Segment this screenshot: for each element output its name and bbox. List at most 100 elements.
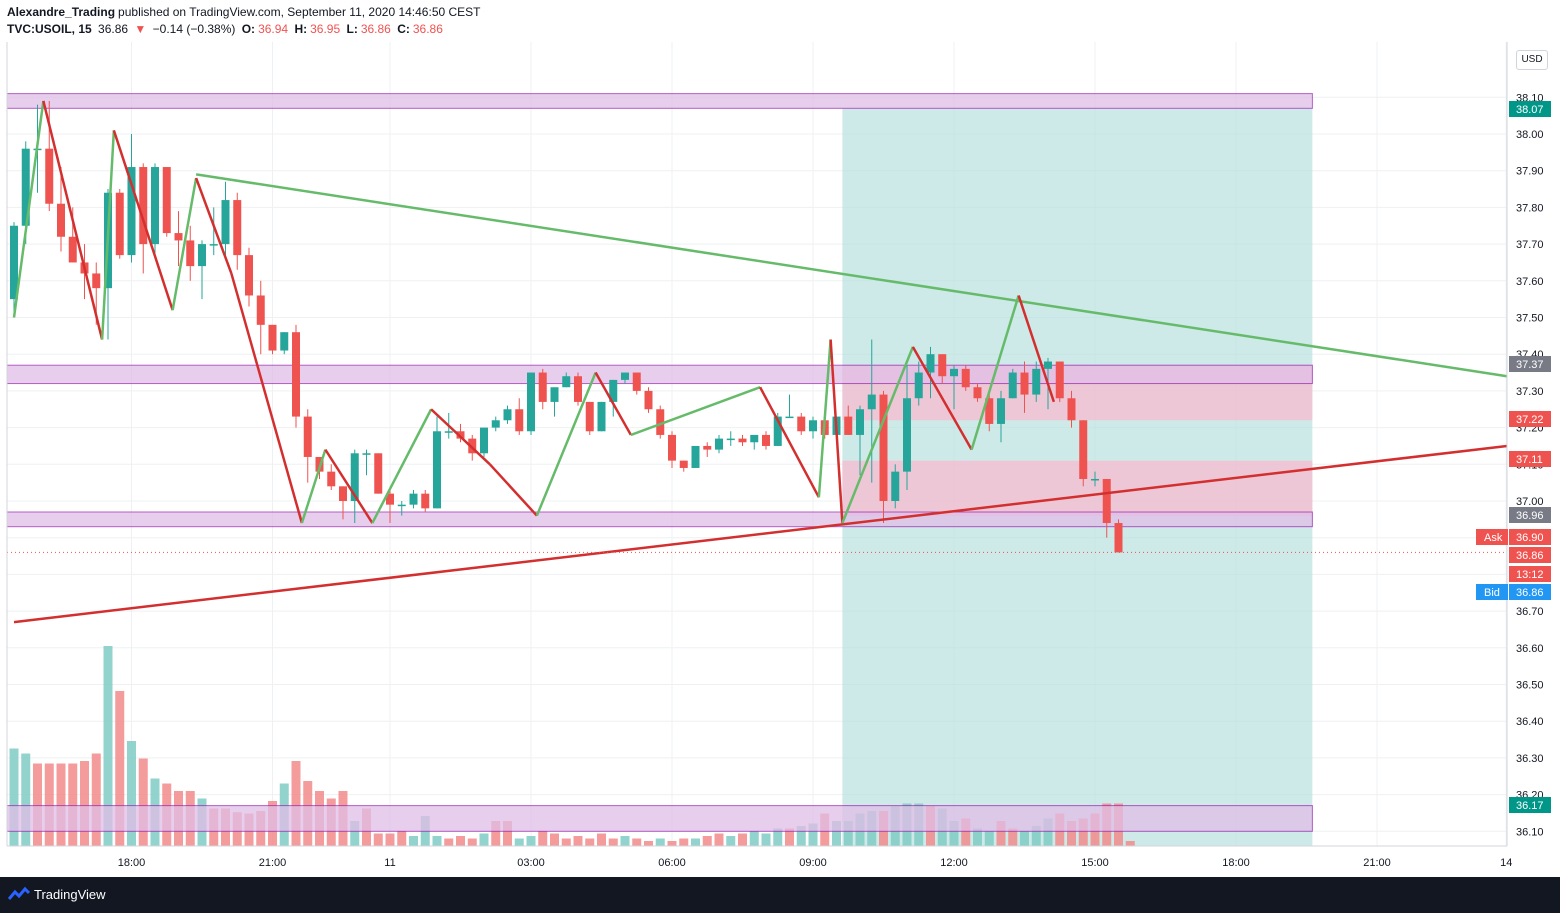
volume-bar bbox=[1067, 821, 1076, 846]
price-tick-label: 37.00 bbox=[1516, 496, 1544, 508]
footer-bar: TradingView bbox=[0, 877, 1560, 913]
volume-bar bbox=[479, 833, 489, 846]
candle bbox=[45, 100, 54, 212]
candle-body bbox=[327, 471, 336, 487]
time-tick-label: 21:00 bbox=[1363, 857, 1391, 869]
candle bbox=[268, 324, 277, 355]
time-tick-label: 11 bbox=[384, 857, 395, 869]
zigzag-segment bbox=[430, 408, 491, 466]
tradingview-brand[interactable]: TradingView bbox=[34, 887, 106, 902]
candle-body bbox=[703, 445, 712, 450]
price-badge bbox=[1509, 101, 1551, 117]
price-tick-label: 37.90 bbox=[1516, 166, 1544, 178]
candle bbox=[550, 387, 559, 417]
bid-badge bbox=[1476, 584, 1508, 600]
time-tick-label: 18:00 bbox=[1222, 857, 1250, 869]
high-label: H: bbox=[294, 22, 308, 36]
price-badge-text: 37.11 bbox=[1516, 454, 1543, 466]
time-tick-label: 15:00 bbox=[1081, 857, 1109, 869]
candle-body bbox=[867, 394, 876, 410]
author-name[interactable]: Alexandre_Trading bbox=[7, 5, 116, 19]
candle-body bbox=[92, 273, 101, 289]
candle bbox=[350, 449, 359, 524]
candle-body bbox=[1067, 398, 1076, 421]
candle bbox=[938, 354, 947, 384]
volume-bar bbox=[749, 831, 759, 846]
zigzag-segment bbox=[1017, 295, 1056, 403]
volume-bar bbox=[632, 838, 642, 846]
volume-bar bbox=[21, 753, 31, 846]
candle-body bbox=[57, 203, 65, 237]
time-tick-label: 03:00 bbox=[517, 857, 545, 869]
price-change: −0.14 (−0.38%) bbox=[152, 22, 236, 36]
candle-body bbox=[621, 372, 629, 380]
candle bbox=[703, 442, 712, 457]
time-tick-label: 06:00 bbox=[658, 857, 686, 869]
volume-bar bbox=[608, 838, 618, 846]
candle bbox=[527, 372, 535, 435]
price-chart[interactable]: 38.1038.0037.9037.8037.7037.6037.5037.40… bbox=[0, 0, 1560, 877]
candle bbox=[456, 423, 465, 443]
volume-bar bbox=[373, 833, 383, 846]
zigzag-segment bbox=[759, 386, 820, 498]
zigzag-segment bbox=[324, 448, 374, 524]
candle bbox=[174, 211, 183, 267]
bid-label: Bid bbox=[1484, 587, 1500, 599]
candle bbox=[292, 324, 300, 428]
candle bbox=[1114, 519, 1123, 553]
volume-bar bbox=[832, 821, 841, 846]
price-badge-text: 36.96 bbox=[1516, 510, 1544, 522]
candle bbox=[1032, 361, 1041, 402]
zigzag-segment bbox=[100, 130, 116, 340]
candle bbox=[926, 346, 935, 399]
volume-bar bbox=[1031, 826, 1041, 846]
volume-bar bbox=[961, 818, 971, 846]
candle-body bbox=[162, 167, 171, 234]
candle-body bbox=[715, 438, 723, 450]
candle bbox=[844, 405, 853, 435]
candle bbox=[762, 431, 770, 450]
volume-bar bbox=[691, 838, 700, 846]
price-tick-label: 36.40 bbox=[1516, 716, 1544, 728]
candle-body bbox=[45, 148, 54, 204]
descending-trendline bbox=[195, 173, 1508, 378]
price-tick-label: 36.30 bbox=[1516, 753, 1544, 765]
candle-body bbox=[997, 398, 1005, 424]
candle bbox=[997, 390, 1005, 443]
price-badge bbox=[1509, 584, 1551, 600]
currency-selector[interactable]: USD bbox=[1516, 50, 1548, 70]
candle-body bbox=[1044, 361, 1052, 369]
zigzag-segment bbox=[112, 129, 174, 311]
candle-body bbox=[574, 376, 582, 402]
publisher-line: Alexandre_Trading published on TradingVie… bbox=[7, 5, 484, 19]
candle bbox=[1102, 478, 1111, 538]
candle bbox=[609, 379, 618, 417]
candle-body bbox=[350, 453, 359, 501]
candle bbox=[691, 445, 700, 468]
tradingview-logo-icon[interactable] bbox=[8, 886, 30, 902]
candle bbox=[221, 181, 230, 256]
volume-bar bbox=[726, 836, 736, 846]
price-tick-label: 36.70 bbox=[1516, 606, 1544, 618]
candle-body bbox=[750, 434, 759, 443]
candle-body bbox=[115, 192, 124, 256]
price-badge-text: 36.90 bbox=[1516, 532, 1544, 544]
zigzag-segment bbox=[630, 386, 761, 437]
symbol-label[interactable]: TVC:USOIL, 15 bbox=[7, 22, 92, 36]
price-tick-label: 38.00 bbox=[1516, 129, 1544, 141]
volume-bar bbox=[773, 828, 783, 846]
candle-body bbox=[914, 372, 923, 399]
candle bbox=[973, 383, 982, 402]
candle-body bbox=[856, 409, 864, 435]
close-label: C: bbox=[397, 22, 410, 36]
candle bbox=[151, 163, 159, 256]
candle-body bbox=[679, 460, 688, 468]
price-badge bbox=[1509, 411, 1551, 427]
candle bbox=[574, 372, 582, 406]
candle bbox=[1008, 368, 1017, 399]
symbol-line: TVC:USOIL, 15 36.86 ▼ −0.14 (−0.38%) O: 3… bbox=[7, 22, 446, 36]
candle-body bbox=[903, 398, 911, 472]
candle-body bbox=[174, 233, 183, 241]
volume-bar bbox=[702, 836, 712, 846]
volume-bar bbox=[138, 758, 148, 846]
